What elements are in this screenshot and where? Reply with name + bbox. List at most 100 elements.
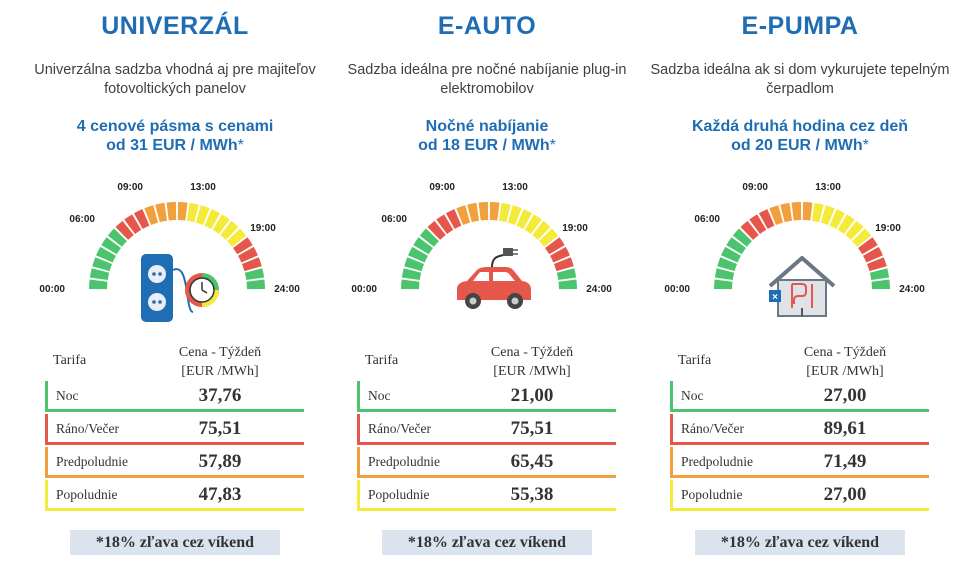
gauge-segment xyxy=(539,228,559,247)
table-row-noc: Noc 37,76 xyxy=(45,381,304,412)
tariff-card-e-auto: E-AUTO Sadzba ideálna pre nočné nabíjani… xyxy=(337,0,637,588)
gauge-svg: 00:00 06:00 09:00 13:00 19:00 24:00 xyxy=(351,182,612,309)
gauge-segment xyxy=(820,205,835,226)
gauge-time-label: 00:00 xyxy=(351,284,377,295)
gauge-segment xyxy=(732,228,752,247)
table-row-popoludnie: Popoludnie 27,00 xyxy=(670,480,929,511)
row-value: 57,89 xyxy=(198,451,242,472)
weekend-discount-note: *18% zľava cez víkend xyxy=(695,530,905,555)
gauge-time-label: 09:00 xyxy=(429,182,455,193)
tariff-card-e-pumpa: E-PUMPA Sadzba ideálna ak si dom vykuruj… xyxy=(650,0,950,588)
gauge-segment xyxy=(408,246,428,263)
row-value: 21,00 xyxy=(510,385,554,406)
table-row-popoludnie: Popoludnie 55,38 xyxy=(357,480,616,511)
table-row-rano-vecer: Ráno/Večer 89,61 xyxy=(670,414,929,445)
price-line-1: 4 cenové pásma s cenami xyxy=(76,118,274,135)
gauge-segment xyxy=(802,202,813,221)
price-line-2: od 31 EUR / MWh xyxy=(106,137,238,154)
gauge-segment xyxy=(436,214,454,234)
gauge-segment xyxy=(769,205,784,226)
row-value: 55,38 xyxy=(510,484,554,505)
row-label: Popoludnie xyxy=(681,487,743,502)
row-label: Predpoludnie xyxy=(681,454,753,469)
gauge-time-label: 19:00 xyxy=(250,223,276,234)
row-label: Ráno/Večer xyxy=(368,421,431,436)
gauge-segment xyxy=(829,209,846,229)
gauge-segment xyxy=(246,279,265,290)
gauge-time-label: 00:00 xyxy=(39,284,65,295)
table-row-noc: Noc 27,00 xyxy=(670,381,929,412)
time-gauge: 00:00 06:00 09:00 13:00 19:00 24:00 × xyxy=(650,172,950,332)
card-description: Sadzba ideálna pre nočné nabíjanie plug-… xyxy=(347,62,627,97)
gauge-segment xyxy=(238,246,258,263)
row-label: Noc xyxy=(681,388,704,403)
gauge-segment xyxy=(166,202,177,221)
gauge-time-label: 09:00 xyxy=(117,182,143,193)
gauge-segment xyxy=(852,228,872,247)
table-header-price: Cena - Týždeň [EUR /MWh] xyxy=(780,343,910,381)
gauge-time-label: 00:00 xyxy=(664,284,690,295)
row-value: 71,49 xyxy=(823,451,867,472)
gauge-segment xyxy=(413,237,433,255)
gauge-time-label: 09:00 xyxy=(742,182,768,193)
price-line-1: Nočné nabíjanie xyxy=(425,118,549,135)
table-header-tarifa: Tarifa xyxy=(678,353,712,368)
gauge-segment xyxy=(845,220,864,240)
card-description: Sadzba ideálna ak si dom vykurujete tepe… xyxy=(650,62,950,97)
gauge-segment xyxy=(241,257,262,272)
gauge-segment xyxy=(780,202,793,223)
price-star: * xyxy=(549,137,556,154)
row-label: Predpoludnie xyxy=(368,454,440,469)
gauge-time-label: 13:00 xyxy=(502,182,528,193)
gauge-segment xyxy=(212,214,230,234)
table-row-noc: Noc 21,00 xyxy=(357,381,616,412)
card-description: Univerzálna sadzba vhodná aj pre majiteľ… xyxy=(34,62,316,97)
gauge-segment xyxy=(467,202,480,223)
gauge-segment xyxy=(550,246,570,263)
gauge-segment xyxy=(726,237,746,255)
gauge-segment xyxy=(740,220,759,240)
card-price: Nočné nabíjanie od 18 EUR / MWh* xyxy=(337,117,637,155)
table-header-price: Cena - Týždeň [EUR /MWh] xyxy=(467,343,597,381)
table-header-price-line2: [EUR /MWh] xyxy=(181,364,259,379)
tariff-card-univerzal: UNIVERZÁL Univerzálna sadzba vhodná aj p… xyxy=(25,0,325,588)
gauge-segment xyxy=(721,246,741,263)
gauge-time-label: 19:00 xyxy=(875,223,901,234)
table-header-price-line1: Cena - Týždeň xyxy=(178,345,262,360)
gauge-segment xyxy=(869,268,890,281)
table-row-predpoludnie: Predpoludnie 71,49 xyxy=(670,447,929,478)
table-row-rano-vecer: Ráno/Večer 75,51 xyxy=(45,414,304,445)
gauge-segment xyxy=(871,279,890,290)
gauge-segment xyxy=(404,257,425,272)
row-label: Popoludnie xyxy=(368,487,430,502)
gauge-segment xyxy=(220,220,239,240)
row-label: Noc xyxy=(368,388,391,403)
card-title: E-AUTO xyxy=(437,12,537,40)
gauge-time-label: 24:00 xyxy=(274,284,300,295)
gauge-time-label: 06:00 xyxy=(381,214,407,225)
gauge-segment xyxy=(532,220,551,240)
row-label: Ráno/Večer xyxy=(681,421,744,436)
gauge-segment xyxy=(89,268,110,281)
gauge-segment xyxy=(115,220,134,240)
gauge-segment xyxy=(92,257,113,272)
card-title: E-PUMPA xyxy=(741,12,859,40)
gauge-segment xyxy=(749,214,767,234)
gauge-time-label: 06:00 xyxy=(69,214,95,225)
gauge-time-label: 24:00 xyxy=(899,284,925,295)
row-label: Noc xyxy=(56,388,79,403)
gauge-time-label: 06:00 xyxy=(694,214,720,225)
gauge-segment xyxy=(233,237,253,255)
row-value: 89,61 xyxy=(823,418,867,439)
table-row-predpoludnie: Predpoludnie 65,45 xyxy=(357,447,616,478)
gauge-segment xyxy=(456,205,471,226)
gauge-svg: 00:00 06:00 09:00 13:00 19:00 24:00 × xyxy=(664,182,925,317)
gauge-segment xyxy=(419,228,439,247)
gauge-segment xyxy=(101,237,121,255)
gauge-segment xyxy=(89,279,108,290)
table-header-price: Cena - Týždeň [EUR /MWh] xyxy=(155,343,285,381)
gauge-time-label: 13:00 xyxy=(815,182,841,193)
card-title: UNIVERZÁL xyxy=(101,12,249,40)
gauge-segment xyxy=(556,268,577,281)
gauge-segment xyxy=(195,205,210,226)
